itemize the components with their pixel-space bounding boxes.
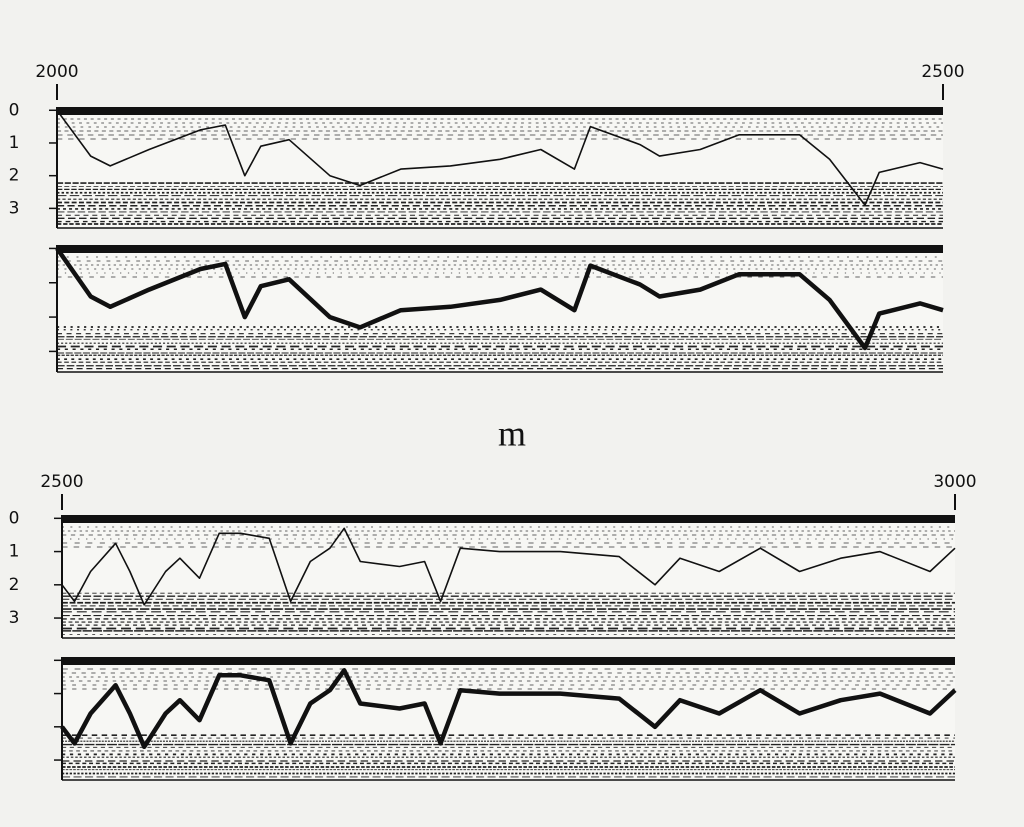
x-axis-unit: m	[498, 413, 526, 453]
x-tick-label: 2500	[40, 472, 83, 492]
raw-trace	[61, 527, 956, 606]
x-tick-label: 2000	[35, 62, 78, 82]
surface-band	[62, 515, 955, 523]
record-strip	[62, 515, 955, 638]
traced-bottom	[60, 668, 957, 750]
traced-bottom	[55, 247, 944, 351]
y-tick-label: 1	[9, 542, 20, 562]
y-tick-label: 2	[9, 575, 20, 595]
surface-band	[57, 107, 943, 115]
y-tick-label: 2	[9, 166, 20, 186]
x-tick-label: 2500	[921, 62, 964, 82]
y-tick-label: 1	[9, 133, 20, 153]
raw-trace	[56, 109, 944, 206]
record-strip	[57, 107, 943, 228]
x-tick-label: 3000	[933, 472, 976, 492]
surface-band	[62, 657, 955, 665]
y-tick-label: 3	[9, 608, 20, 628]
surface-band	[57, 245, 943, 253]
y-tick-label: 3	[9, 198, 20, 218]
y-tick-label: 0	[9, 508, 20, 528]
y-tick-label: 0	[9, 100, 20, 120]
record-strip	[62, 657, 955, 780]
